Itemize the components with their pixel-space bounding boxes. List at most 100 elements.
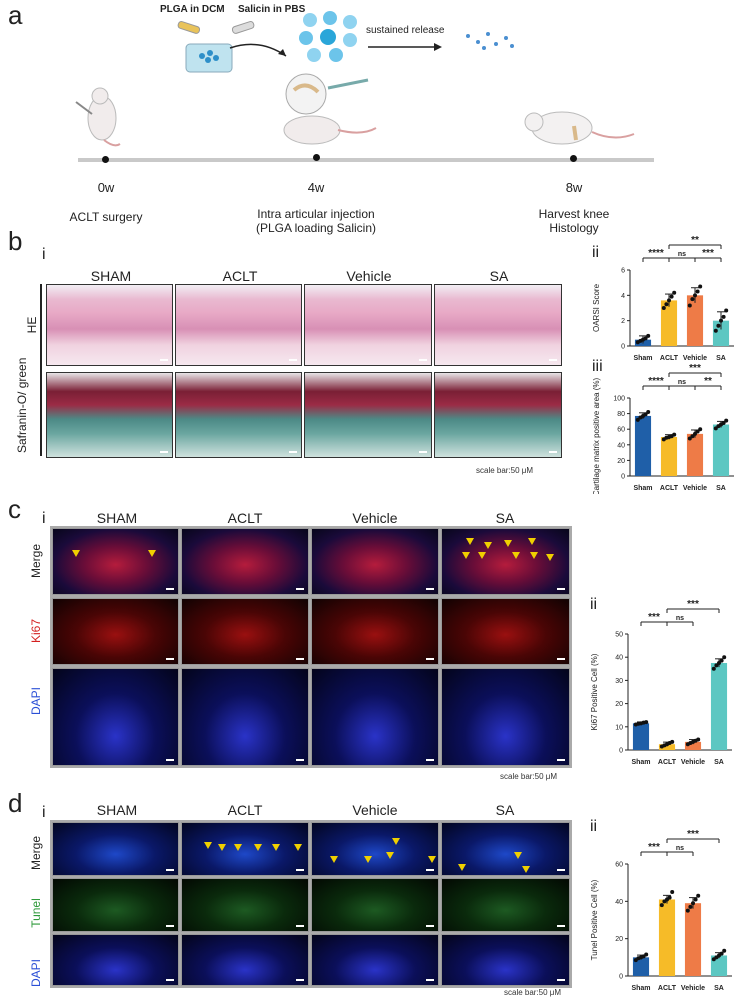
he-image-vehicle [304,284,432,366]
c-merge-sa [441,528,570,595]
arrowhead-marker [546,554,554,561]
y-tick-label: 0 [619,748,623,755]
panel-b-sub-i: i [42,246,46,263]
b-col-sham: SHAM [90,268,132,284]
data-point [687,303,692,308]
c-dapi-aclt [181,668,309,766]
x-tick-label: SA [716,355,726,362]
d-tunel-vehicle [311,878,439,932]
c-col-sa: SA [495,510,515,526]
arrowhead-marker [530,552,538,559]
arrowhead-marker [522,866,530,873]
c-col-sham: SHAM [96,510,138,526]
x-tick-label: Sham [631,985,650,992]
arrowhead-marker [462,552,470,559]
data-point [646,410,651,415]
y-tick-label: 100 [613,396,625,403]
arrowhead-marker [148,550,156,557]
bar [660,437,678,476]
d-col-sa: SA [495,802,515,818]
bar [658,744,676,750]
y-tick-label: 0 [621,344,625,351]
arrowhead-marker [478,552,486,559]
data-point [643,336,648,341]
data-point [698,284,703,289]
significance-label: *** [687,830,699,840]
y-tick-label: 0 [619,974,623,981]
data-point [685,908,690,913]
data-point [691,901,695,906]
panel-b-sub-ii: ii [592,244,600,261]
y-tick-label: 40 [617,442,625,449]
c-col-vehicle: Vehicle [352,510,398,526]
c-dapi-sa [441,668,570,766]
c-scale-label: scale bar:50 μM [500,772,558,781]
arrowhead-marker [294,844,302,851]
arrowhead-marker [272,844,280,851]
data-point [659,903,664,908]
y-tick-label: 0 [621,474,625,481]
cartilage-chart: Cartilage matrix positive area (%) 0 20 40 6… [592,364,734,494]
data-point [635,417,640,422]
arrowhead-marker [466,538,474,545]
data-point [698,427,703,432]
panel-c-sub-ii: ii [590,596,598,613]
c-ki67-vehicle [311,598,439,665]
x-tick-label: Vehicle [681,759,705,766]
significance-label: *** [702,248,714,259]
timeline-dot-0w [102,156,109,163]
panel-c-letter: c [8,494,21,524]
significance-label: ns [676,845,684,852]
data-point [693,897,698,902]
plga-tube-icon [177,21,201,34]
c-merge-vehicle [311,528,439,595]
tunel-chart: Tunel Positive Cell (%) 0 20 40 60 Sham ACLT Ve… [590,830,732,992]
data-point [722,948,727,953]
beaker-icon [185,43,233,73]
release-arrow-icon [368,43,442,51]
d-col-aclt: ACLT [227,802,263,818]
x-tick-label: Vehicle [683,355,707,362]
released-particles-icon [466,32,514,50]
data-point [714,663,719,668]
significance-label: ** [691,236,699,246]
bar [658,899,676,976]
data-point [711,666,716,671]
data-point [724,418,729,423]
rat-injection-icon [283,73,377,145]
data-point [721,420,726,425]
arrowhead-marker [330,856,338,863]
data-point [713,328,718,333]
y-axis-label: Tunel Positive Cell (%) [590,879,599,960]
c-merge-sham [52,528,179,595]
arrowhead-marker [392,838,400,845]
significance-label: *** [648,842,660,853]
safranin-image-sham [46,372,173,458]
data-point [688,904,693,909]
data-point [664,302,669,307]
y-tick-label: 10 [615,724,623,731]
b-col-aclt: ACLT [222,268,258,284]
data-point [643,412,648,417]
salicin-tube-icon [231,21,255,34]
microspheres-icon [299,11,357,62]
data-point [667,895,672,900]
significance-label: ns [678,251,686,258]
c-ki67-aclt [181,598,309,665]
d-tunel-sham [52,878,179,932]
panel-c-sub-i: i [42,510,46,527]
data-point [722,655,727,660]
safranin-image-aclt [175,372,302,458]
y-tick-label: 40 [615,899,623,906]
x-tick-label: Vehicle [681,985,705,992]
significance-label: **** [648,376,664,387]
d-dapi-vehicle [311,934,439,986]
b-col-vehicle: Vehicle [346,268,392,284]
x-tick-label: Sham [633,485,652,492]
x-tick-label: ACLT [658,985,677,992]
timepoint-8w: 8w [565,180,583,195]
c-dapi-sham [52,668,179,766]
data-point [693,431,697,436]
data-point [717,661,721,665]
x-tick-label: Vehicle [683,485,707,492]
